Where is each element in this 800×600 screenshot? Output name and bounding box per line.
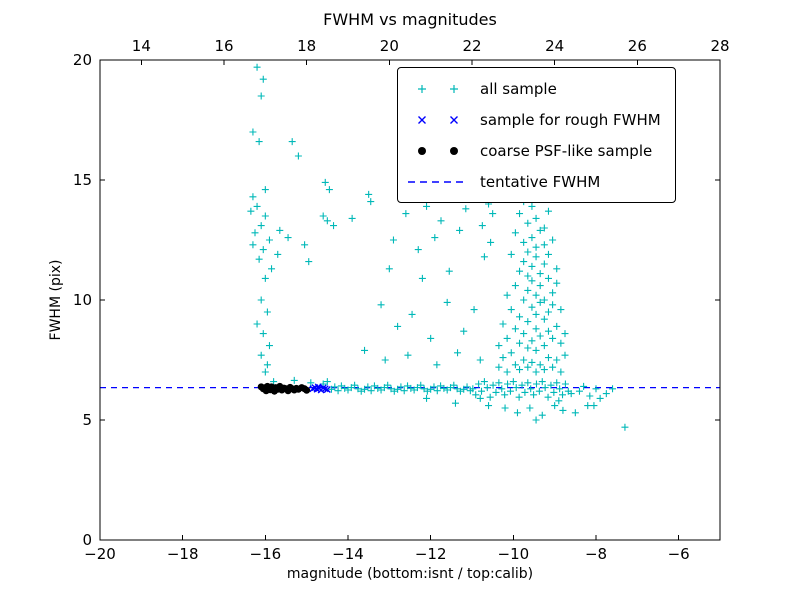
legend-label: all sample bbox=[480, 79, 557, 98]
svg-text:−6: −6 bbox=[668, 545, 690, 563]
svg-text:20: 20 bbox=[380, 37, 399, 55]
svg-text:5: 5 bbox=[82, 411, 92, 429]
legend-label: coarse PSF-like sample bbox=[480, 141, 653, 160]
dot-marker-icon bbox=[406, 142, 470, 160]
legend: all sample sample for rough FWHM coarse … bbox=[397, 67, 676, 203]
svg-text:−18: −18 bbox=[167, 545, 199, 563]
svg-text:−10: −10 bbox=[498, 545, 530, 563]
svg-text:20: 20 bbox=[73, 51, 92, 69]
legend-item-rough-fwhm: sample for rough FWHM bbox=[406, 104, 661, 135]
svg-text:22: 22 bbox=[462, 37, 481, 55]
svg-text:26: 26 bbox=[628, 37, 647, 55]
svg-text:15: 15 bbox=[73, 171, 92, 189]
legend-label: tentative FWHM bbox=[480, 172, 601, 191]
svg-text:16: 16 bbox=[214, 37, 233, 55]
svg-text:−12: −12 bbox=[415, 545, 447, 563]
dashed-line-icon bbox=[406, 173, 470, 191]
svg-text:10: 10 bbox=[73, 291, 92, 309]
svg-text:−20: −20 bbox=[84, 545, 116, 563]
legend-item-all-sample: all sample bbox=[406, 73, 661, 104]
x-axis-label: magnitude (bottom:isnt / top:calib) bbox=[286, 566, 534, 582]
svg-text:24: 24 bbox=[545, 37, 564, 55]
x-marker-icon bbox=[406, 111, 470, 129]
legend-item-tentative-fwhm: tentative FWHM bbox=[406, 166, 661, 197]
svg-text:0: 0 bbox=[82, 531, 92, 549]
svg-text:−16: −16 bbox=[250, 545, 282, 563]
svg-text:18: 18 bbox=[297, 37, 316, 55]
svg-text:14: 14 bbox=[132, 37, 151, 55]
svg-text:−8: −8 bbox=[585, 545, 607, 563]
svg-text:28: 28 bbox=[710, 37, 729, 55]
svg-text:−14: −14 bbox=[332, 545, 364, 563]
chart-title: FWHM vs magnitudes bbox=[323, 10, 497, 29]
y-axis-label: FWHM (pix) bbox=[48, 259, 64, 341]
legend-label: sample for rough FWHM bbox=[480, 110, 661, 129]
legend-item-psf-sample: coarse PSF-like sample bbox=[406, 135, 661, 166]
plus-marker-icon bbox=[406, 80, 470, 98]
